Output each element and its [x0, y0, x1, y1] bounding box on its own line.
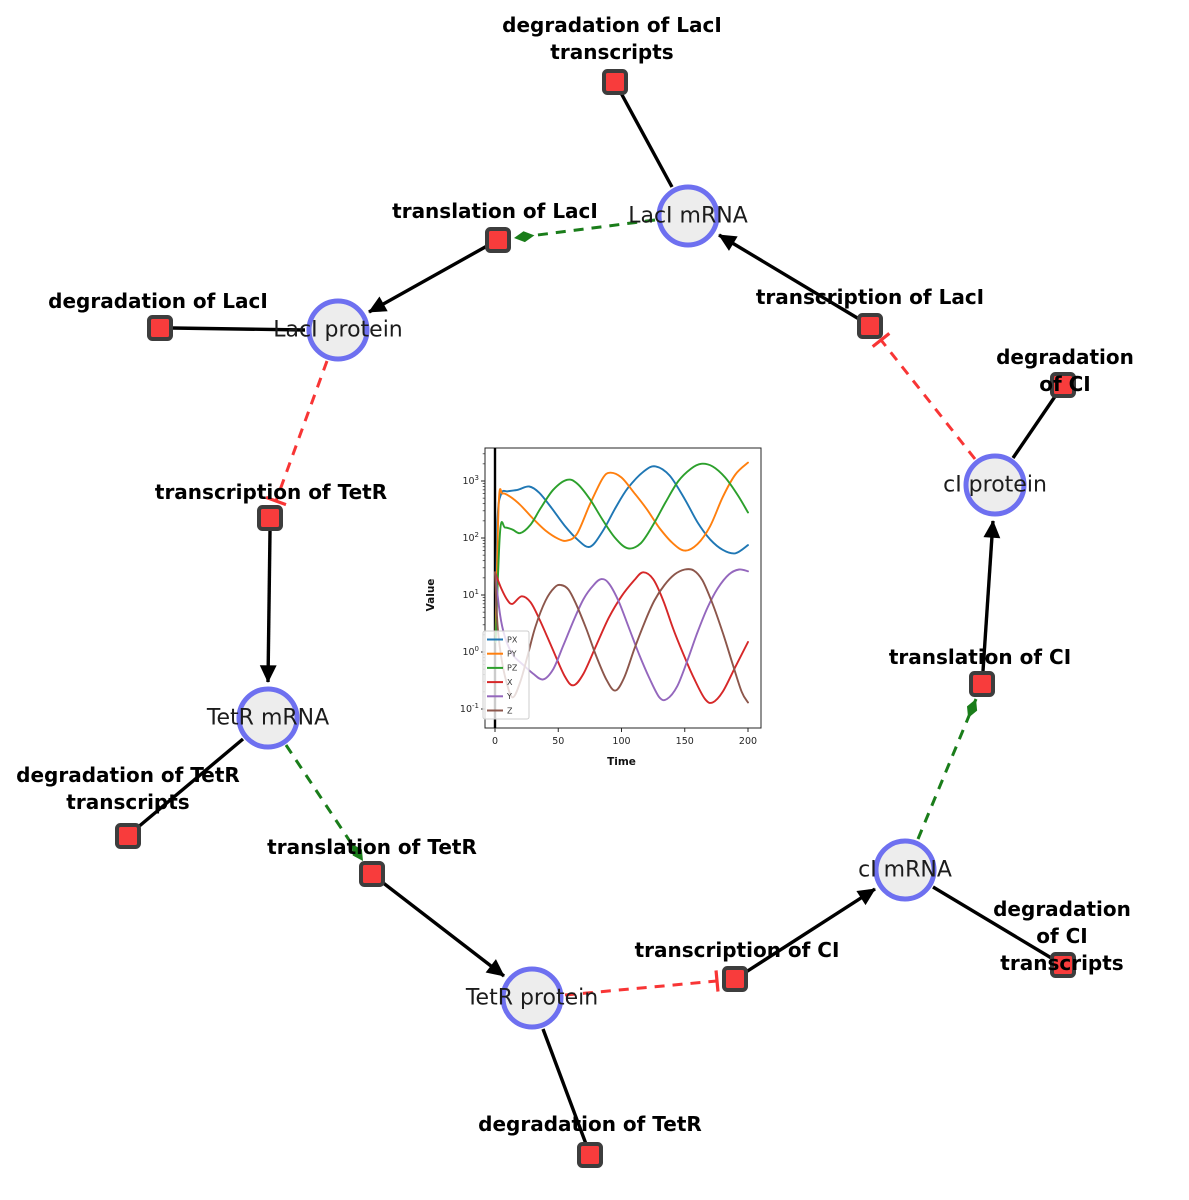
reaction-node-transcription-tetr[interactable] — [257, 505, 283, 531]
series-line-X — [494, 571, 749, 704]
species-node-tetr-protein[interactable] — [500, 966, 564, 1030]
x-tick-label: 100 — [612, 736, 630, 747]
legend-label-Z: Z — [507, 706, 513, 715]
reaction-node-translation-ci[interactable] — [969, 671, 995, 697]
y-axis-label: Value — [425, 579, 437, 612]
x-tick-label: 200 — [739, 736, 757, 747]
reaction-node-deg-ci-transcripts[interactable] — [1050, 952, 1076, 978]
legend-label-PZ: PZ — [507, 664, 518, 673]
series-line-PY — [494, 461, 749, 636]
legend-label-X: X — [507, 678, 513, 687]
species-node-tetr-mrna[interactable] — [236, 686, 300, 750]
edge-ci-protein-to-deg-ci — [1011, 394, 1058, 459]
series-line-Z — [494, 568, 749, 704]
x-tick-label: 50 — [552, 736, 564, 747]
edge-tetr-mrna-to-deg-tetr-transcripts — [135, 737, 245, 830]
y-tick-label: 100 — [462, 645, 479, 658]
edge-transcription-laci-to-laci-mrna — [718, 233, 860, 321]
legend-label-PX: PX — [507, 635, 518, 644]
edge-inhibition-tetr-protein-to-transcription-ci — [564, 970, 720, 997]
edge-translation-tetr-to-tetr-protein — [380, 880, 506, 978]
edge-transcription-ci-to-ci-mrna — [745, 887, 876, 974]
chart-axes-box — [484, 447, 762, 729]
edge-modifier-tetr-mrna-to-translation-tetr — [284, 744, 365, 862]
edge-inhibition-laci-protein-to-transcription-tetr — [265, 360, 329, 507]
x-tick-label: 0 — [492, 736, 498, 747]
chart-legend: PX PY PZ XYZ — [482, 630, 530, 720]
legend-box — [482, 630, 530, 720]
reaction-node-deg-laci[interactable] — [147, 315, 173, 341]
reaction-node-deg-ci[interactable] — [1050, 372, 1076, 398]
reaction-node-transcription-laci[interactable] — [857, 313, 883, 339]
reaction-node-translation-laci[interactable] — [485, 227, 511, 253]
edge-translation-laci-to-laci-protein — [368, 244, 488, 314]
species-node-laci-mrna[interactable] — [656, 184, 720, 248]
species-node-laci-protein[interactable] — [306, 298, 370, 362]
series-line-PX — [494, 465, 749, 636]
edge-ci-mrna-to-deg-ci-transcripts — [932, 885, 1054, 961]
x-axis-label: Time — [607, 756, 636, 768]
edge-laci-mrna-to-deg-laci-transcripts — [619, 92, 674, 188]
simulation-inset-chart: 0 50 100 150 20010-1100101102103TimeValuePXP… — [425, 447, 762, 768]
edge-translation-ci-to-ci-protein — [981, 520, 1001, 672]
reaction-node-transcription-ci[interactable] — [722, 966, 748, 992]
reaction-node-translation-tetr[interactable] — [359, 861, 385, 887]
reaction-node-deg-tetr[interactable] — [577, 1142, 603, 1168]
species-node-ci-mrna[interactable] — [873, 838, 937, 902]
edge-modifier-laci-mrna-to-translation-laci — [513, 218, 656, 243]
species-node-ci-protein[interactable] — [963, 453, 1027, 517]
x-tick-label: 150 — [676, 736, 694, 747]
edge-inhibition-ci-protein-to-transcription-laci — [871, 332, 977, 460]
edge-transcription-tetr-to-tetr-mrna — [259, 530, 277, 683]
reaction-node-deg-tetr-transcripts[interactable] — [115, 823, 141, 849]
reaction-node-deg-laci-transcripts[interactable] — [602, 69, 628, 95]
edge-laci-protein-to-deg-laci — [171, 326, 306, 332]
legend-label-Y: Y — [506, 692, 512, 701]
y-tick-label: 101 — [462, 588, 479, 601]
series-line-PZ — [494, 462, 749, 643]
legend-label-PY: PY — [507, 650, 517, 659]
edge-tetr-protein-to-deg-tetr — [541, 1028, 588, 1145]
y-tick-label: 102 — [462, 531, 479, 544]
y-tick-label: 103 — [462, 474, 479, 487]
y-tick-label: 10-1 — [460, 702, 479, 715]
edge-modifier-ci-mrna-to-translation-ci — [916, 698, 978, 840]
